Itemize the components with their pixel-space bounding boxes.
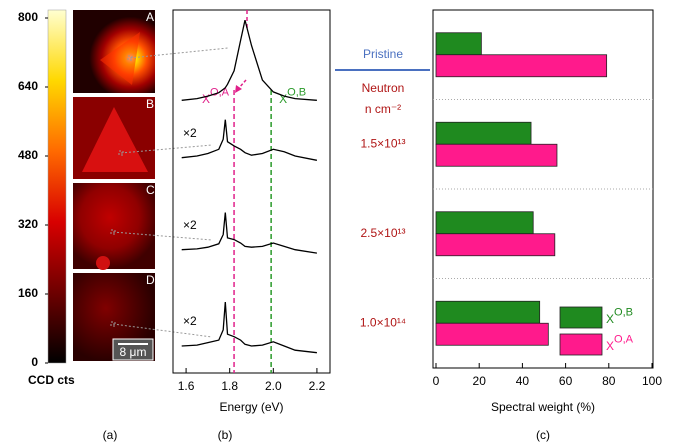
arrow-head	[235, 85, 242, 93]
marker	[110, 229, 116, 235]
bar	[435, 32, 482, 56]
y-tick-label: 640	[18, 79, 38, 93]
spectrum	[181, 119, 318, 161]
image-c	[73, 183, 155, 269]
x-tick-label: 60	[559, 374, 573, 388]
connectors	[110, 47, 229, 338]
x-axis-label: Energy (eV)	[219, 400, 283, 414]
y-tick-label: 800	[18, 10, 38, 24]
scale-bar-label: 8 μm	[120, 345, 147, 359]
x-tick-label: 1.6	[178, 379, 195, 393]
scale-annotation: ×2	[183, 314, 197, 328]
legend-label: XO,B	[606, 306, 633, 326]
x-tick-label: 20	[473, 374, 487, 388]
reference-label: XO,B	[279, 86, 306, 106]
category-label: Pristine	[363, 47, 403, 61]
panel-label: (b)	[218, 428, 233, 442]
reference-label-base: X	[279, 92, 287, 106]
legend-label-base: X	[606, 339, 614, 353]
panel-label: (c)	[536, 428, 550, 442]
x-tick-label: 0	[433, 374, 440, 388]
connector	[112, 323, 213, 338]
legend-label: XO,A	[606, 333, 634, 353]
legend-label-base: X	[606, 312, 614, 326]
legend-label-sup: O,B	[614, 306, 633, 318]
spectrum	[181, 19, 317, 101]
x-tick-label: 2.0	[265, 379, 282, 393]
bar	[435, 143, 558, 167]
category-label: 2.5×10¹³	[360, 226, 405, 240]
connector	[120, 144, 213, 154]
colorbar-label: CCD cts	[28, 373, 75, 387]
connector	[129, 47, 229, 59]
bar	[435, 211, 534, 235]
scale-annotation: ×2	[183, 126, 197, 140]
y-tick-label: 480	[18, 148, 38, 162]
flake-a	[100, 32, 140, 85]
colorbar	[47, 9, 67, 364]
bar	[435, 322, 549, 346]
bar	[435, 300, 541, 324]
y-tick-label: 320	[18, 217, 38, 231]
legend-label-sup: O,A	[614, 333, 634, 345]
x-tick-label: 40	[516, 374, 530, 388]
x-tick-label: 2.2	[309, 379, 326, 393]
panel-label: (a)	[103, 428, 118, 442]
spectrum	[181, 302, 317, 354]
x-tick-label: 80	[602, 374, 616, 388]
connector	[112, 231, 213, 241]
annotation-unit: n cm⁻²	[365, 102, 401, 116]
y-tick-label: 160	[18, 286, 38, 300]
annotation: Neutron	[362, 81, 405, 95]
x-tick-label: 100	[642, 374, 662, 388]
marker	[118, 150, 124, 156]
legend-swatch	[559, 306, 603, 329]
reference-label-base: X	[202, 92, 210, 106]
bar	[435, 233, 556, 257]
image-label: A	[146, 10, 154, 24]
reference-label-sup: O,B	[287, 86, 306, 98]
image-label: C	[146, 183, 155, 197]
x-tick-label: 1.8	[221, 379, 238, 393]
category-label: 1.0×10¹⁴	[360, 315, 406, 329]
bar	[435, 54, 608, 78]
plot-frame	[172, 9, 331, 374]
spot-c	[96, 256, 110, 270]
image-label: D	[146, 273, 155, 287]
legend-swatch	[559, 333, 603, 356]
y-tick-label: 0	[31, 355, 38, 369]
x-axis-label: Spectral weight (%)	[491, 400, 595, 414]
category-label: 1.5×10¹³	[360, 136, 405, 150]
scale-annotation: ×2	[183, 218, 197, 232]
image-label: B	[146, 97, 154, 111]
flake-b	[82, 107, 148, 172]
spectrum	[181, 212, 318, 254]
marker	[110, 321, 116, 327]
bar	[435, 121, 532, 145]
marker	[127, 55, 133, 61]
